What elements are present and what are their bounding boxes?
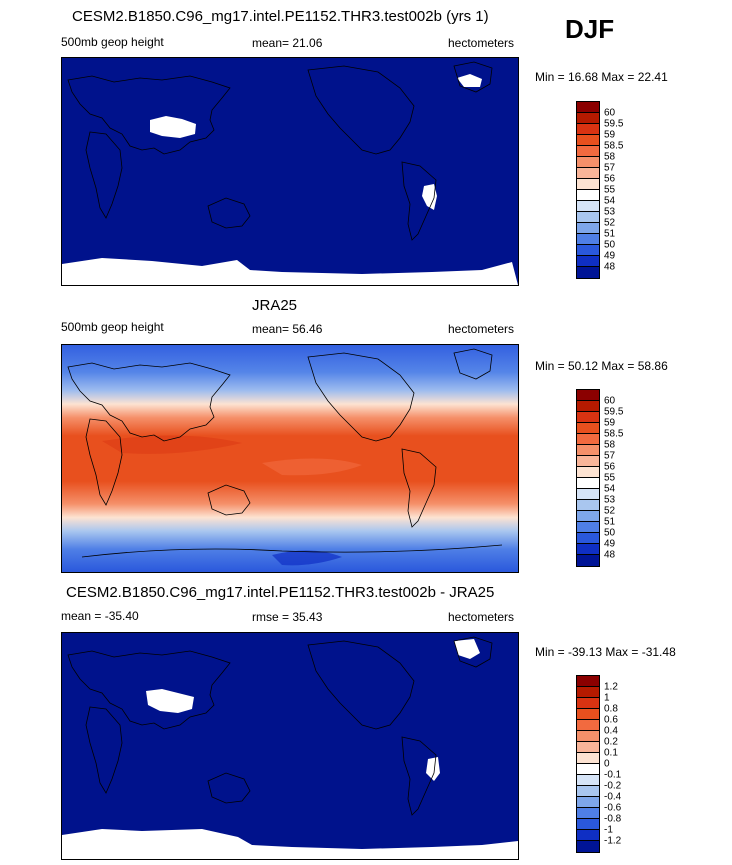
panel-1-colorbar-label: 58 xyxy=(604,151,616,163)
panel-2-colorbar-label: 51 xyxy=(604,516,616,528)
panel-3-colorbar-label: 1 xyxy=(604,692,610,704)
panel-1-colorbar-label: 58.5 xyxy=(604,140,624,152)
panel-3-colorbar-label: 1.2 xyxy=(604,681,618,693)
panel-3-units-label: hectometers xyxy=(448,610,515,624)
panel-2-colorbar-label: 59.5 xyxy=(604,406,624,418)
panel-2-map xyxy=(61,344,519,573)
panel-3-colorbar-label: -1 xyxy=(604,824,613,836)
panel-2-colorbar-label: 56 xyxy=(604,461,616,473)
panel-2-colorbar-label: 55 xyxy=(604,472,616,484)
panel-1-colorbar-label: 59 xyxy=(604,129,616,141)
panel-2-colorbar-label: 49 xyxy=(604,538,616,550)
panel-1-colorbar-label: 51 xyxy=(604,228,616,240)
panel-3-minmax: Min = -39.13 Max = -31.48 xyxy=(535,645,676,659)
panel-2-colorbar-label: 58.5 xyxy=(604,428,624,440)
panel-2-colorbar-label: 57 xyxy=(604,450,616,462)
panel-3-colorbar-label: -1.2 xyxy=(604,835,622,847)
panel-3-colorbar-label: -0.8 xyxy=(604,813,622,825)
panel-1-mean-label: mean= 21.06 xyxy=(252,36,323,50)
panel-2-colorbar xyxy=(576,389,600,567)
panel-1-map-svg xyxy=(62,58,518,285)
panel-1-colorbar-label: 56 xyxy=(604,173,616,185)
panel-1-map xyxy=(61,57,519,286)
panel-3-mean-label: mean = -35.40 xyxy=(61,609,139,623)
panel-1-colorbar-label: 52 xyxy=(604,217,616,229)
panel-3-map xyxy=(61,632,519,860)
panel-3-colorbar-label: 0 xyxy=(604,758,610,770)
panel-3-colorbar-label: 0.6 xyxy=(604,714,618,726)
panel-1-colorbar-label: 48 xyxy=(604,261,616,273)
panel-2-colorbar-label: 59 xyxy=(604,417,616,429)
panel-1-colorbar-label: 49 xyxy=(604,250,616,262)
panel-3-colorbar-label: 0.8 xyxy=(604,703,618,715)
panel-1-colorbar-label: 60 xyxy=(604,107,616,119)
panel-1-colorbar xyxy=(576,101,600,279)
panel-3-rmse-label: rmse = 35.43 xyxy=(252,610,323,624)
panel-2-colorbar-label: 60 xyxy=(604,395,616,407)
panel-3-title: CESM2.B1850.C96_mg17.intel.PE1152.THR3.t… xyxy=(66,584,495,601)
panel-2-colorbar-label: 54 xyxy=(604,483,616,495)
panel-2-colorbar-label: 52 xyxy=(604,505,616,517)
panel-2-colorbar-label: 50 xyxy=(604,527,616,539)
panel-3-coastlines xyxy=(67,636,493,816)
panel-3-map-svg xyxy=(62,633,518,859)
panel-2-units-label: hectometers xyxy=(448,322,515,336)
panel-3-colorbar-label: -0.4 xyxy=(604,791,622,803)
panel-2-minmax: Min = 50.12 Max = 58.86 xyxy=(535,359,668,373)
panel-3-colorbar xyxy=(576,675,600,853)
panel-2-mean-label: mean= 56.46 xyxy=(252,322,323,336)
panel-3-colorbar-label: 0.1 xyxy=(604,747,618,759)
panel-2-map-svg xyxy=(62,345,518,572)
panel-2-variable-label: 500mb geop height xyxy=(61,320,164,334)
panel-1-units-label: hectometers xyxy=(448,36,515,50)
panel-1-minmax: Min = 16.68 Max = 22.41 xyxy=(535,70,668,84)
panel-3-colorbar-label: -0.2 xyxy=(604,780,622,792)
panel-1-colorbar-label: 53 xyxy=(604,206,616,218)
panel-2-colorbar-label: 53 xyxy=(604,494,616,506)
panel-3-colorbar-label: -0.6 xyxy=(604,802,622,814)
panel-2-title: JRA25 xyxy=(252,297,298,314)
panel-3-colorbar-label: 0.4 xyxy=(604,725,618,737)
panel-1-title: CESM2.B1850.C96_mg17.intel.PE1152.THR3.t… xyxy=(72,8,489,25)
panel-2-colorbar-label: 58 xyxy=(604,439,616,451)
panel-1-coastlines xyxy=(67,61,493,241)
panel-1-colorbar-label: 55 xyxy=(604,184,616,196)
panel-1-variable-label: 500mb geop height xyxy=(61,35,164,49)
panel-1-colorbar-label: 54 xyxy=(604,195,616,207)
panel-1-colorbar-label: 57 xyxy=(604,162,616,174)
panel-1-colorbar-label: 50 xyxy=(604,239,616,251)
panel-2-coastlines xyxy=(67,348,503,558)
panel-3-colorbar-label: 0.2 xyxy=(604,736,618,748)
panel-2-colorbar-label: 48 xyxy=(604,549,616,561)
panel-1-colorbar-label: 59.5 xyxy=(604,118,624,130)
panel-3-colorbar-label: -0.1 xyxy=(604,769,622,781)
season-label: DJF xyxy=(565,14,615,44)
